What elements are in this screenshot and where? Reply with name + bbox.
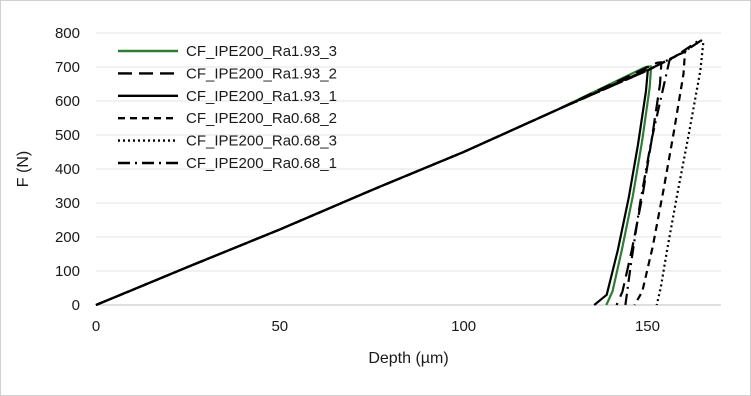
series-line-4 <box>95 50 687 307</box>
y-tick-label-200: 200 <box>55 229 80 246</box>
y-axis-title: F (N) <box>15 151 32 187</box>
legend-label-5: CF_IPE200_Ra0.68_3 <box>186 133 337 150</box>
legend-label-2: CF_IPE200_Ra1.93_2 <box>186 65 337 82</box>
y-tick-label-800: 800 <box>55 25 80 42</box>
y-tick-label-300: 300 <box>55 195 80 212</box>
legend-label-4: CF_IPE200_Ra0.68_2 <box>186 110 337 127</box>
x-tick-label-50: 50 <box>271 318 288 335</box>
x-tick-labels: 0 50 100 150 <box>92 318 660 335</box>
y-tick-label-100: 100 <box>55 263 80 280</box>
y-tick-label-400: 400 <box>55 161 80 178</box>
x-tick-label-0: 0 <box>92 318 100 335</box>
series-lines <box>95 39 705 307</box>
gridlines <box>96 32 721 306</box>
series-line-6 <box>95 39 703 307</box>
y-tick-label-0: 0 <box>72 297 80 314</box>
legend-label-6: CF_IPE200_Ra0.68_1 <box>186 155 337 172</box>
legend-label-3: CF_IPE200_Ra1.93_1 <box>186 88 337 105</box>
y-tick-label-500: 500 <box>55 127 80 144</box>
x-tick-label-100: 100 <box>451 318 476 335</box>
y-tick-labels: 0 100 200 300 400 500 600 700 800 <box>55 25 80 314</box>
x-tick-label-150: 150 <box>635 318 660 335</box>
y-tick-label-700: 700 <box>55 59 80 76</box>
legend-label-1: CF_IPE200_Ra1.93_3 <box>186 43 337 60</box>
legend: CF_IPE200_Ra1.93_3 CF_IPE200_Ra1.93_2 CF_I… <box>118 43 337 172</box>
x-axis-title: Depth (µm) <box>368 350 448 367</box>
y-tick-label-600: 600 <box>55 93 80 110</box>
